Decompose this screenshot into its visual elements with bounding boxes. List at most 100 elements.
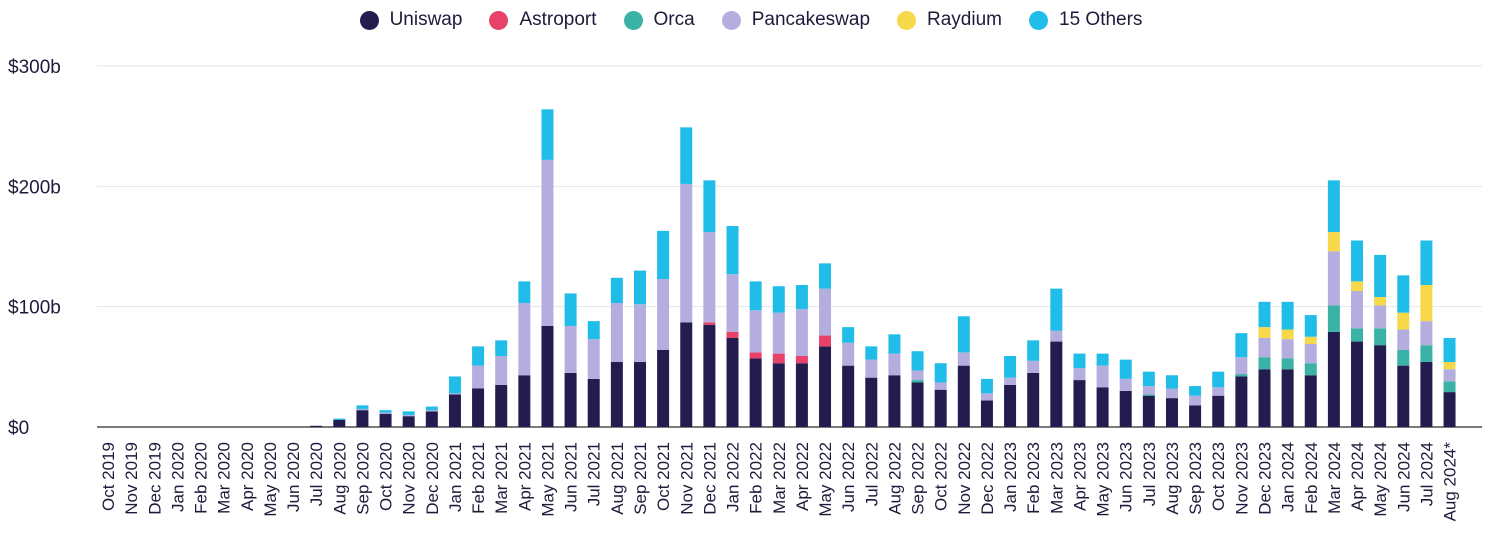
x-tick-label: Apr 2021: [515, 442, 534, 511]
bar-pancakeswap-jul-2023: [1142, 386, 1155, 395]
bar-astroport-feb-2022: [749, 352, 762, 359]
bar-astroport-apr-2022: [795, 356, 808, 364]
bar-orca-nov-2023: [1235, 374, 1248, 377]
x-tick-label: Nov 2021: [677, 442, 696, 515]
bar-uniswap-may-2024: [1374, 345, 1387, 427]
bar-15-others-mar-2024: [1327, 180, 1340, 233]
x-tick-label: Feb 2024: [1302, 442, 1321, 514]
legend-swatch: [721, 10, 741, 30]
bar-astroport-jan-2022: [726, 331, 739, 338]
bar-pancakeswap-nov-2022: [957, 352, 970, 366]
bar-pancakeswap-dec-2022: [980, 393, 993, 401]
x-tick-label: Aug 2021: [608, 442, 627, 515]
bar-15-others-jul-2021: [587, 321, 600, 340]
bar-pancakeswap-jul-2024: [1420, 321, 1433, 346]
bar-orca-mar-2024: [1327, 305, 1340, 332]
bar-raydium-aug-2024: [1443, 362, 1456, 370]
bar-uniswap-sep-2021: [633, 362, 646, 427]
bar-15-others-dec-2023: [1258, 301, 1271, 328]
bar-15-others-mar-2022: [772, 286, 785, 313]
x-tick-label: May 2023: [1094, 442, 1113, 517]
bar-pancakeswap-mar-2024: [1327, 251, 1340, 306]
bar-pancakeswap-may-2023: [1096, 365, 1109, 388]
bar-uniswap-oct-2021: [657, 349, 670, 427]
bar-uniswap-feb-2022: [749, 358, 762, 427]
bar-raydium-feb-2024: [1304, 336, 1317, 344]
bar-raydium-dec-2023: [1258, 327, 1271, 338]
bar-raydium-apr-2024: [1351, 281, 1364, 292]
gridlines: [97, 65, 1482, 428]
x-tick-label: Oct 2020: [377, 442, 396, 511]
bar-15-others-jul-2023: [1142, 371, 1155, 387]
bar-15-others-jun-2021: [564, 293, 577, 326]
bar-15-others-apr-2021: [518, 281, 531, 304]
x-tick-label: Sep 2021: [631, 442, 650, 515]
bar-15-others-dec-2020: [425, 406, 438, 411]
bar-pancakeswap-jan-2022: [726, 274, 739, 332]
x-tick-label: Oct 2021: [654, 442, 673, 511]
x-tick-label: Oct 2022: [932, 442, 951, 511]
legend-item-15-others: 15 Others: [1029, 9, 1142, 31]
x-tick-label: Jan 2021: [446, 442, 465, 512]
bar-pancakeswap-sep-2021: [633, 304, 646, 363]
bar-pancakeswap-mar-2023: [1050, 330, 1063, 342]
x-tick-label: Dec 2019: [145, 442, 164, 515]
bar-pancakeswap-jan-2024: [1281, 339, 1294, 359]
bar-uniswap-mar-2022: [772, 363, 785, 427]
y-tick-label: $200b: [8, 177, 61, 198]
bar-15-others-aug-2023: [1165, 375, 1178, 389]
bar-astroport-may-2022: [819, 335, 832, 347]
bar-15-others-aug-2022: [888, 334, 901, 354]
bar-uniswap-oct-2023: [1212, 395, 1225, 427]
bar-15-others-aug-2021: [610, 277, 623, 304]
bar-raydium-mar-2024: [1327, 232, 1340, 252]
bar-pancakeswap-mar-2021: [495, 356, 508, 385]
x-tick-label: Aug 2023: [1163, 442, 1182, 515]
x-tick-label: Apr 2020: [238, 442, 257, 511]
x-tick-label: Jan 2023: [1001, 442, 1020, 512]
bar-pancakeswap-dec-2020: [425, 410, 438, 412]
bar-15-others-aug-2024: [1443, 337, 1456, 363]
bar-pancakeswap-apr-2023: [1073, 368, 1086, 381]
bar-orca-sep-2022: [911, 380, 924, 383]
bar-uniswap-mar-2021: [495, 384, 508, 427]
bar-pancakeswap-nov-2023: [1235, 357, 1248, 375]
x-tick-label: May 2021: [538, 442, 557, 517]
legend-swatch: [1029, 10, 1048, 30]
bar-uniswap-jan-2024: [1281, 369, 1294, 427]
bar-pancakeswap-nov-2021: [680, 183, 693, 323]
bar-uniswap-nov-2022: [957, 365, 970, 427]
x-tick-label: Nov 2022: [955, 442, 974, 515]
bar-uniswap-apr-2021: [518, 375, 531, 427]
bar-uniswap-aug-2021: [610, 362, 623, 427]
bar-uniswap-aug-2020: [333, 419, 346, 427]
bar-15-others-may-2023: [1096, 353, 1109, 366]
bar-15-others-apr-2023: [1073, 353, 1086, 369]
legend-item-orca: Orca: [623, 9, 695, 31]
bar-15-others-may-2024: [1374, 254, 1387, 298]
bar-pancakeswap-apr-2021: [518, 303, 531, 376]
x-tick-label: Mar 2021: [492, 442, 511, 514]
x-tick-label: Jul 2024: [1417, 442, 1436, 506]
bar-astroport-mar-2022: [772, 353, 785, 364]
bar-pancakeswap-dec-2021: [703, 232, 716, 323]
bar-uniswap-feb-2021: [472, 388, 485, 427]
bar-pancakeswap-jan-2023: [1004, 377, 1017, 385]
bar-raydium-jun-2024: [1397, 312, 1410, 330]
bar-uniswap-aug-2022: [888, 375, 901, 427]
bar-pancakeswap-aug-2024: [1443, 369, 1456, 382]
bar-15-others-sep-2021: [633, 270, 646, 305]
bar-pancakeswap-aug-2022: [888, 353, 901, 376]
x-tick-label: Feb 2021: [469, 442, 488, 514]
bar-uniswap-jul-2020: [310, 425, 323, 427]
bar-pancakeswap-feb-2023: [1027, 360, 1040, 373]
bar-orca-jul-2023: [1142, 394, 1155, 396]
bars: [310, 109, 1456, 427]
bar-uniswap-oct-2022: [934, 389, 947, 427]
bar-uniswap-dec-2020: [425, 411, 438, 427]
x-tick-label: May 2024: [1371, 442, 1390, 517]
bar-uniswap-may-2021: [541, 325, 554, 427]
legend-label: 15 Others: [1059, 9, 1143, 30]
legend-item-pancakeswap: Pancakeswap: [721, 9, 870, 31]
bar-pancakeswap-jul-2022: [865, 359, 878, 378]
